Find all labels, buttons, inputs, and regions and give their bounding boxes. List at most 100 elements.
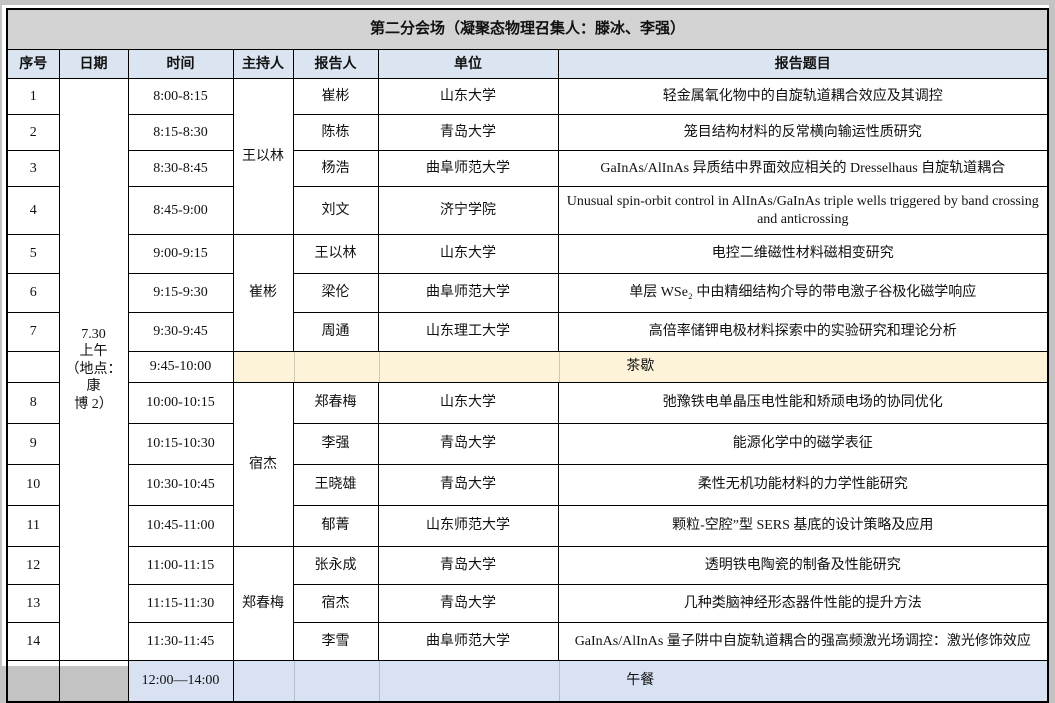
- time-cell: 8:15-8:30: [127, 114, 234, 151]
- talk-title-cell: 几种类脑神经形态器件性能的提升方法: [557, 584, 1049, 623]
- table-row: 14 11:30-11:45 李雪 曲阜师范大学 GaInAs/AlInAs 量…: [6, 622, 1049, 661]
- row-no: 7: [6, 312, 60, 352]
- column-separator: [293, 661, 295, 701]
- org-cell: 山东大学: [377, 78, 559, 115]
- date-cell: 7.30 上午 （地点：康 博 2）: [58, 78, 129, 661]
- speaker-cell: 崔彬: [292, 78, 379, 115]
- time-cell: 8:30-8:45: [127, 150, 234, 187]
- table-row: 4 8:45-9:00 刘文 济宁学院 Unusual spin-orbit c…: [6, 186, 1049, 235]
- table-row: 1 7.30 上午 （地点：康 博 2） 8:00-8:15 王以林 崔彬 山东…: [6, 78, 1049, 661]
- row-no: 3: [6, 150, 60, 187]
- table-row: 8 10:00-10:15 宿杰 郑春梅 山东大学 弛豫铁电单晶压电性能和矫顽电…: [6, 382, 1049, 547]
- table-row: 2 8:15-8:30 陈栋 青岛大学 笼目结构材料的反常横向输运性质研究: [6, 114, 1049, 151]
- col-header-date: 日期: [58, 49, 129, 79]
- time-cell: 10:15-10:30: [127, 423, 234, 465]
- time-cell: 9:00-9:15: [127, 234, 234, 274]
- host-cell: 宿杰: [232, 382, 294, 547]
- row-no: 4: [6, 186, 60, 235]
- time-cell: 12:00—14:00: [127, 660, 234, 703]
- time-cell: 11:15-11:30: [127, 584, 234, 623]
- row-no: 5: [6, 234, 60, 274]
- time-cell: 9:30-9:45: [127, 312, 234, 352]
- speaker-cell: 梁伦: [292, 273, 379, 313]
- tea-break-cell: 茶歇: [232, 351, 1049, 383]
- org-cell: 山东大学: [377, 382, 559, 424]
- table-row: 11 10:45-11:00 郁菁 山东师范大学 颗粒-空腔”型 SERS 基底…: [6, 505, 1049, 547]
- table-row: 5 9:00-9:15 崔彬 王以林 山东大学 电控二维磁性材料磁相变研究: [6, 234, 1049, 352]
- talk-title-cell: GaInAs/AlInAs 量子阱中自旋轨道耦合的强高频激光场调控：激光修饰效应: [557, 622, 1049, 661]
- talk-title-cell: 弛豫铁电单晶压电性能和矫顽电场的协同优化: [557, 382, 1049, 424]
- col-header-title: 报告题目: [557, 49, 1049, 79]
- speaker-cell: 宿杰: [292, 584, 379, 623]
- time-cell: 10:45-11:00: [127, 505, 234, 547]
- speaker-cell: 王以林: [292, 234, 379, 274]
- row-no: 11: [6, 505, 60, 547]
- row-no-empty: [6, 351, 60, 383]
- lunch-label: 午餐: [626, 673, 655, 689]
- talk-title-cell: 笼目结构材料的反常横向输运性质研究: [557, 114, 1049, 151]
- table-row: 13 11:15-11:30 宿杰 青岛大学 几种类脑神经形态器件性能的提升方法: [6, 584, 1049, 623]
- column-separator: [378, 661, 380, 701]
- lunch-cell: 午餐: [232, 660, 1049, 703]
- org-cell: 济宁学院: [377, 186, 559, 235]
- org-cell: 山东师范大学: [377, 505, 559, 547]
- talk-title-cell: GaInAs/AlInAs 异质结中界面效应相关的 Dresselhaus 自旋…: [557, 150, 1049, 187]
- time-cell: 11:00-11:15: [127, 546, 234, 585]
- session-title: 第二分会场（凝聚态物理召集人：滕冰、李强）: [6, 8, 1049, 50]
- row-no: 9: [6, 423, 60, 465]
- row-no: 2: [6, 114, 60, 151]
- time-cell: 9:15-9:30: [127, 273, 234, 313]
- time-cell: 8:45-9:00: [127, 186, 234, 235]
- table-row: 7 9:30-9:45 周通 山东理工大学 高倍率储钾电极材料探索中的实验研究和…: [6, 312, 1049, 352]
- org-cell: 青岛大学: [377, 464, 559, 506]
- row-no: 13: [6, 584, 60, 623]
- org-cell: 山东理工大学: [377, 312, 559, 352]
- speaker-cell: 李雪: [292, 622, 379, 661]
- row-no: 14: [6, 622, 60, 661]
- speaker-cell: 郑春梅: [292, 382, 379, 424]
- talk-title-cell: 柔性无机功能材料的力学性能研究: [557, 464, 1049, 506]
- org-cell: 青岛大学: [377, 584, 559, 623]
- row-no: 8: [6, 382, 60, 424]
- speaker-cell: 杨浩: [292, 150, 379, 187]
- org-cell: 山东大学: [377, 234, 559, 274]
- table-row: 6 9:15-9:30 梁伦 曲阜师范大学 单层 WSe₂ 中由精细结构介导的带…: [6, 273, 1049, 313]
- time-cell: 10:00-10:15: [127, 382, 234, 424]
- time-cell: 8:00-8:15: [127, 78, 234, 115]
- speaker-cell: 李强: [292, 423, 379, 465]
- speaker-cell: 张永成: [292, 546, 379, 585]
- org-cell: 青岛大学: [377, 114, 559, 151]
- org-cell: 曲阜师范大学: [377, 150, 559, 187]
- org-cell: 曲阜师范大学: [377, 622, 559, 661]
- talk-title-cell: Unusual spin-orbit control in AlInAs/GaI…: [557, 186, 1049, 235]
- talk-title-cell: 高倍率储钾电极材料探索中的实验研究和理论分析: [557, 312, 1049, 352]
- talk-title-cell: 透明铁电陶瓷的制备及性能研究: [557, 546, 1049, 585]
- schedule-table: 第二分会场（凝聚态物理召集人：滕冰、李强） 序号 日期 时间 主持人 报告人 单…: [6, 8, 1050, 703]
- talk-title-cell: 能源化学中的磁学表征: [557, 423, 1049, 465]
- org-cell: 青岛大学: [377, 423, 559, 465]
- tea-break-label: 茶歇: [626, 359, 655, 375]
- speaker-cell: 郁菁: [292, 505, 379, 547]
- date-cell-empty: [58, 660, 129, 703]
- col-header-no: 序号: [6, 49, 60, 79]
- table-row: 3 8:30-8:45 杨浩 曲阜师范大学 GaInAs/AlInAs 异质结中…: [6, 150, 1049, 187]
- speaker-cell: 刘文: [292, 186, 379, 235]
- talk-title-cell: 轻金属氧化物中的自旋轨道耦合效应及其调控: [557, 78, 1049, 115]
- time-cell: 11:30-11:45: [127, 622, 234, 661]
- lunch-row: 12:00—14:00 午餐: [6, 660, 1049, 703]
- column-separator: [293, 352, 295, 382]
- row-no: 6: [6, 273, 60, 313]
- session-title-row: 第二分会场（凝聚态物理召集人：滕冰、李强）: [6, 8, 1049, 50]
- column-separator: [558, 661, 560, 701]
- row-no: 12: [6, 546, 60, 585]
- col-header-time: 时间: [127, 49, 234, 79]
- speaker-cell: 王晓雄: [292, 464, 379, 506]
- row-no: 1: [6, 78, 60, 115]
- org-cell: 青岛大学: [377, 546, 559, 585]
- tea-break-row: 9:45-10:00 茶歇: [6, 351, 1049, 383]
- talk-title-cell: 颗粒-空腔”型 SERS 基底的设计策略及应用: [557, 505, 1049, 547]
- col-header-org: 单位: [377, 49, 559, 79]
- column-separator: [378, 352, 380, 382]
- row-no: 10: [6, 464, 60, 506]
- speaker-cell: 周通: [292, 312, 379, 352]
